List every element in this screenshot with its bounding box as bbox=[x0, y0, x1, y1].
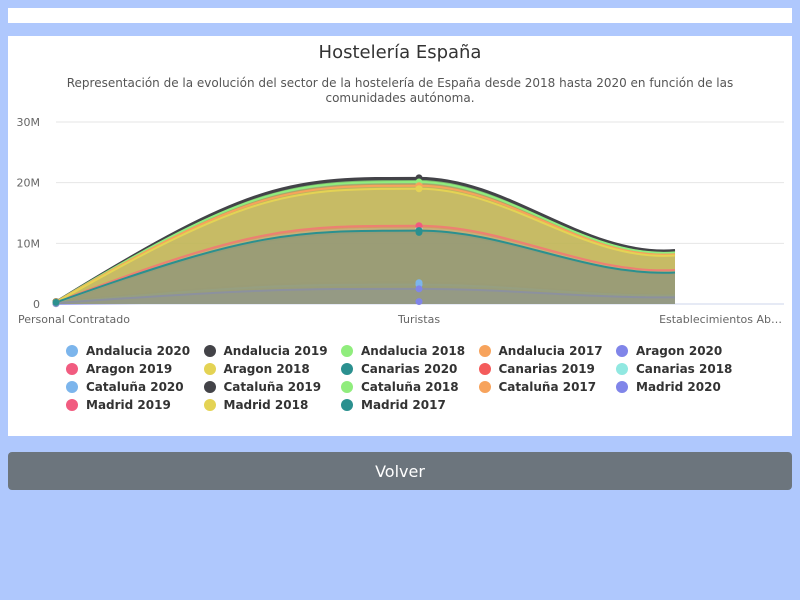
y-axis-ticks: 0 10M 20M 30M bbox=[17, 116, 41, 311]
data-point[interactable] bbox=[415, 222, 423, 230]
series-line bbox=[55, 287, 676, 305]
series-14 bbox=[55, 287, 676, 305]
legend-label: Andalucia 2017 bbox=[498, 344, 603, 358]
legend-dot-icon bbox=[203, 345, 216, 357]
legend-label: Canarias 2020 bbox=[361, 362, 458, 376]
volver-button[interactable]: Volver bbox=[8, 452, 792, 490]
legend-dot-icon bbox=[341, 399, 353, 411]
legend-item[interactable]: Madrid 2017 bbox=[341, 396, 446, 414]
legend-dot-icon bbox=[478, 345, 491, 357]
legend-dot-icon bbox=[66, 363, 78, 375]
chart-subtitle: Representación de la evolución del secto… bbox=[66, 76, 734, 105]
legend-dot-icon bbox=[478, 381, 491, 393]
legend-dot-icon bbox=[66, 345, 78, 357]
series-17 bbox=[55, 229, 676, 304]
legend-item[interactable]: Madrid 2018 bbox=[203, 396, 309, 414]
legend-dot-icon bbox=[478, 363, 491, 375]
legend-label: Cataluña 2017 bbox=[498, 380, 597, 394]
y-tick-label: 30M bbox=[17, 116, 41, 129]
data-point[interactable] bbox=[415, 285, 423, 293]
x-tick-label: Turistas bbox=[397, 313, 440, 326]
legend-label: Andalucia 2018 bbox=[361, 344, 466, 358]
legend-item[interactable]: Andalucia 2017 bbox=[478, 342, 603, 360]
legend-label: Canarias 2018 bbox=[636, 362, 733, 376]
legend-label: Andalucia 2019 bbox=[223, 344, 328, 358]
legend-item[interactable]: Cataluña 2019 bbox=[203, 378, 322, 396]
legend-label: Cataluña 2019 bbox=[223, 380, 322, 394]
legend-item[interactable]: Cataluña 2017 bbox=[478, 378, 597, 396]
legend-label: Cataluña 2020 bbox=[86, 380, 184, 394]
legend-dot-icon bbox=[203, 399, 216, 411]
series-line bbox=[55, 181, 676, 303]
series-line bbox=[55, 224, 676, 304]
legend-label: Canarias 2019 bbox=[498, 362, 595, 376]
series-area bbox=[56, 232, 675, 304]
legend-dot-icon bbox=[203, 381, 216, 393]
series-markers bbox=[52, 174, 423, 308]
legend-item[interactable]: Canarias 2020 bbox=[341, 360, 457, 378]
chart-card: Hostelería España Representación de la e… bbox=[8, 36, 792, 436]
legend-label: Madrid 2019 bbox=[86, 398, 171, 412]
legend-label: Andalucia 2020 bbox=[86, 344, 191, 358]
data-point[interactable] bbox=[415, 227, 423, 235]
legend-label: Madrid 2020 bbox=[636, 380, 721, 394]
series-area bbox=[56, 188, 675, 304]
top-strip bbox=[8, 8, 792, 23]
data-point[interactable] bbox=[415, 185, 423, 193]
series-area bbox=[56, 228, 675, 304]
legend-dot-icon bbox=[66, 399, 78, 411]
legend-dot-icon bbox=[341, 363, 353, 375]
legend-item[interactable]: Andalucia 2020 bbox=[66, 342, 190, 360]
series-4 bbox=[55, 300, 676, 305]
series-line bbox=[55, 229, 676, 304]
legend-item[interactable]: Madrid 2019 bbox=[66, 396, 171, 414]
series-area bbox=[56, 185, 675, 304]
legend-label: Cataluña 2018 bbox=[361, 380, 459, 394]
legend-item[interactable]: Aragon 2020 bbox=[616, 342, 722, 360]
x-axis-ticks: Personal Contratado Turistas Establecimien… bbox=[18, 313, 782, 326]
series-13 bbox=[55, 184, 676, 304]
legend-dot-icon bbox=[341, 381, 353, 393]
data-point[interactable] bbox=[52, 298, 60, 306]
legend-item[interactable]: Aragon 2019 bbox=[66, 360, 172, 378]
legend-dot-icon bbox=[616, 363, 628, 375]
legend-label: Madrid 2017 bbox=[361, 398, 446, 412]
legend-dot-icon bbox=[341, 345, 353, 357]
legend-dot-icon bbox=[616, 381, 628, 393]
legend-label: Aragon 2019 bbox=[86, 362, 173, 376]
series-10 bbox=[55, 283, 676, 304]
legend-item[interactable]: Canarias 2019 bbox=[478, 360, 595, 378]
legend-item[interactable]: Aragon 2018 bbox=[203, 360, 310, 378]
legend-label: Madrid 2018 bbox=[223, 398, 309, 412]
series-area bbox=[56, 186, 675, 304]
area-chart: 0 10M 20M 30M Personal Contratado Turistas Es… bbox=[17, 116, 784, 326]
legend-item[interactable]: Cataluña 2020 bbox=[66, 378, 184, 396]
legend-dot-icon bbox=[66, 381, 78, 393]
x-tick-label: Personal Contratado bbox=[18, 313, 130, 326]
y-tick-label: 20M bbox=[17, 177, 41, 190]
series-line bbox=[55, 300, 676, 305]
legend-item[interactable]: Cataluña 2018 bbox=[341, 378, 459, 396]
legend-label: Aragon 2020 bbox=[636, 344, 723, 358]
series-line bbox=[55, 283, 676, 304]
series-line bbox=[55, 187, 676, 304]
x-tick-label: Establecimientos Ab… bbox=[659, 313, 782, 326]
series-line bbox=[55, 184, 676, 303]
series-16 bbox=[55, 187, 676, 304]
series-area bbox=[56, 230, 675, 304]
y-tick-label: 10M bbox=[17, 237, 41, 250]
legend-item[interactable]: Andalucia 2019 bbox=[203, 342, 328, 360]
chart-title: Hostelería España bbox=[318, 42, 482, 63]
legend-item[interactable]: Canarias 2018 bbox=[616, 360, 732, 378]
series-areas bbox=[55, 176, 676, 305]
legend-item[interactable]: Andalucia 2018 bbox=[341, 342, 465, 360]
legend-item[interactable]: Madrid 2020 bbox=[616, 378, 721, 396]
y-tick-label: 0 bbox=[33, 298, 40, 311]
data-point[interactable] bbox=[415, 298, 423, 306]
legend-dot-icon bbox=[616, 345, 628, 357]
legend-dot-icon bbox=[203, 363, 216, 375]
legend-label: Aragon 2018 bbox=[223, 362, 310, 376]
